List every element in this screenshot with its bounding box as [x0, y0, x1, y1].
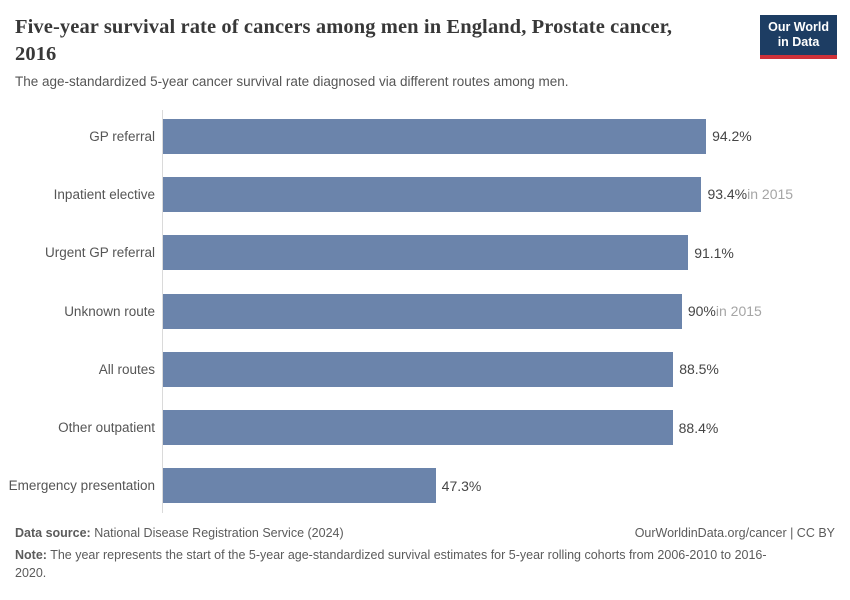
bar-value: 93.4% [707, 186, 748, 203]
origin-link[interactable]: OurWorldinData.org/cancer | CC BY [634, 526, 835, 540]
bar-value: 94.2% [712, 128, 752, 145]
bar-row: Emergency presentation 47.3% [0, 457, 850, 515]
owid-logo[interactable]: Our World in Data [760, 15, 837, 59]
chart-title: Five-year survival rate of cancers among… [15, 16, 673, 65]
bar-value: 88.4% [678, 419, 719, 436]
bar-value-label: 88.4% [679, 420, 719, 436]
category-label: Unknown route [64, 303, 155, 319]
bar[interactable] [163, 351, 674, 387]
bar[interactable] [163, 176, 702, 212]
bar-value-label: 93.4%in 2015 [707, 186, 793, 202]
chart-header: Five-year survival rate of cancers among… [15, 14, 760, 89]
data-source: Data source: National Disease Registrati… [15, 524, 344, 542]
bar[interactable] [163, 410, 673, 446]
bar-value-year-annotation: in 2015 [715, 303, 762, 320]
owid-logo-line1: Our World [768, 20, 829, 34]
category-label: Urgent GP referral [44, 245, 155, 261]
bar-row: GP referral 94.2% [0, 107, 850, 165]
category-label: All routes [98, 361, 155, 377]
category-label: GP referral [89, 128, 155, 144]
category-label: Emergency presentation [8, 478, 155, 494]
bar-value: 47.3% [441, 477, 482, 494]
data-source-text: National Disease Registration Service (2… [90, 526, 344, 540]
bar-row: Other outpatient 88.4% [0, 399, 850, 457]
owid-logo-line2: in Data [777, 35, 820, 49]
chart-subtitle: The age-standardized 5-year cancer survi… [15, 74, 569, 90]
category-label: Inpatient elective [53, 186, 155, 202]
footer-note-label: Note: [15, 548, 47, 563]
bar-row: Inpatient elective 93.4%in 2015 [0, 165, 850, 223]
bar-value-label: 91.1% [694, 245, 734, 261]
bar[interactable] [163, 235, 689, 271]
bar-row: Urgent GP referral 91.1% [0, 224, 850, 282]
bar-value-label: 88.5% [679, 361, 719, 377]
bar-value-label: 94.2% [712, 128, 752, 144]
bar-value-label: 47.3% [442, 478, 482, 494]
category-label: Other outpatient [58, 420, 155, 436]
bar-row: All routes 88.5% [0, 340, 850, 398]
data-source-label: Data source: [15, 526, 91, 540]
y-axis-line [162, 110, 163, 513]
bar-value-label: 90%in 2015 [688, 303, 762, 319]
bar-value: 90% [687, 303, 716, 320]
bar-value: 88.5% [679, 361, 719, 378]
bar[interactable] [163, 118, 707, 154]
footer-line1: Data source: National Disease Registrati… [15, 524, 835, 542]
bar-value: 91.1% [694, 244, 734, 261]
chart-footer: Data source: National Disease Registrati… [15, 524, 835, 582]
bar-chart-rows: GP referral 94.2% Inpatient elective 93.4%i… [0, 107, 850, 515]
bar-value-year-annotation: in 2015 [747, 186, 794, 203]
bar[interactable] [163, 293, 682, 329]
footer-note-text: The year represents the start of the 5-y… [15, 548, 767, 581]
bar-chart: GP referral 94.2% Inpatient elective 93.4%i… [0, 107, 850, 519]
bar[interactable] [163, 468, 436, 504]
footer-note: Note: The year represents the start of t… [15, 546, 790, 582]
bar-row: Unknown route 90%in 2015 [0, 282, 850, 340]
